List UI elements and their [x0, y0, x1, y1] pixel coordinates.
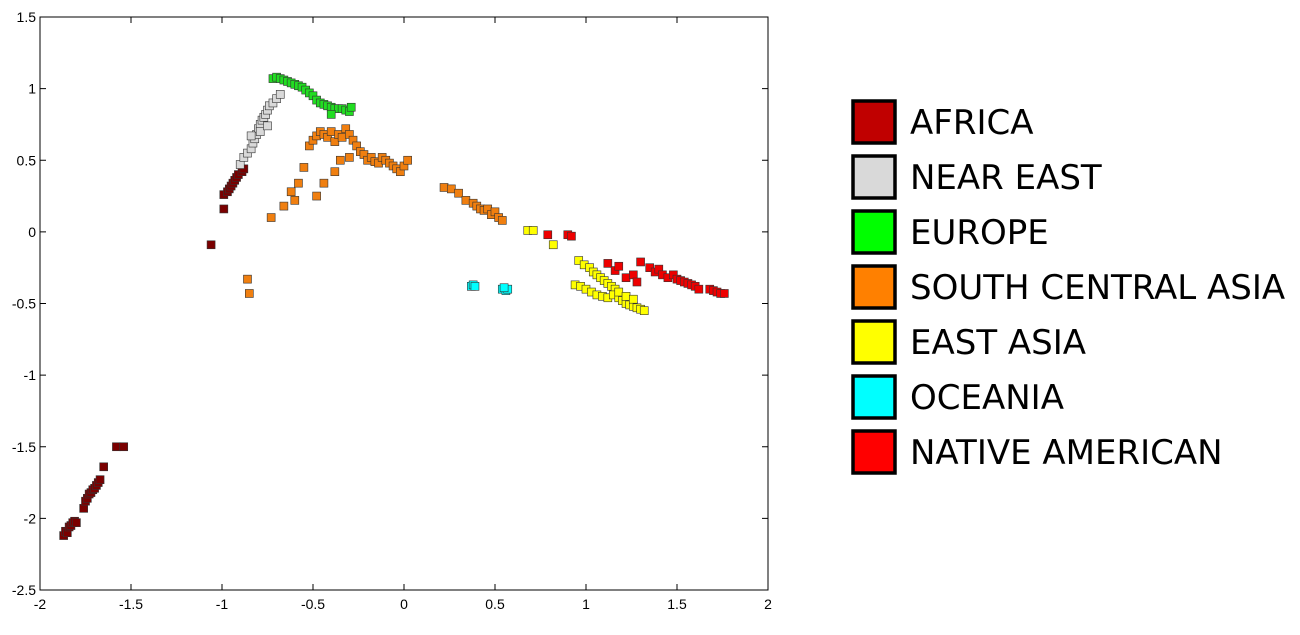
legend-label-east-asia: EAST ASIA — [910, 323, 1086, 363]
point-near-east — [235, 160, 245, 169]
y-tick-label: 0 — [28, 224, 36, 240]
point-native-american — [543, 230, 553, 240]
point-native-american — [614, 261, 624, 271]
point-east-asia — [629, 294, 638, 304]
point-south-central-asia — [337, 133, 347, 142]
point-africa — [79, 504, 88, 513]
y-axis: 1.5 1 0.5 0 -0.5 -1 -1.5 -2 -2.5 — [12, 9, 768, 598]
point-near-east — [246, 131, 256, 141]
point-east-asia — [528, 226, 538, 235]
legend-swatch-south-central-asia — [851, 264, 897, 310]
point-europe — [346, 102, 356, 112]
point-native-american — [694, 284, 704, 294]
point-near-east — [263, 121, 272, 131]
point-africa — [219, 204, 229, 214]
point-south-central-asia — [245, 289, 254, 298]
point-south-central-asia — [286, 187, 296, 197]
point-east-asia — [639, 306, 649, 315]
point-south-central-asia — [335, 155, 345, 165]
legend-swatch-africa — [851, 99, 897, 145]
x-tick-label: 0 — [400, 596, 408, 612]
point-africa — [99, 462, 108, 472]
point-south-central-asia — [266, 213, 276, 222]
x-tick-label: 1 — [582, 596, 590, 612]
y-tick-label: 1.5 — [17, 9, 37, 25]
point-south-central-asia — [294, 178, 303, 188]
plot-border — [39, 16, 769, 591]
point-south-central-asia — [330, 167, 340, 177]
point-africa — [112, 442, 121, 452]
point-south-central-asia — [439, 183, 449, 192]
point-europe — [326, 110, 336, 119]
y-tick-label: 1 — [28, 81, 36, 97]
legend-swatch-near-east — [851, 154, 897, 200]
legend-label-near-east: NEAR EAST — [910, 158, 1102, 198]
legend-swatch-europe — [851, 209, 897, 255]
point-south-central-asia — [326, 127, 336, 136]
point-oceania — [499, 283, 509, 293]
y-tick-label: -0.5 — [12, 296, 36, 312]
point-near-east — [275, 90, 285, 99]
point-oceania — [470, 282, 480, 291]
y-tick-label: -1 — [24, 367, 37, 383]
point-east-asia — [548, 240, 558, 250]
point-native-american — [603, 259, 613, 268]
legend-label-europe: EUROPE — [910, 213, 1049, 253]
x-tick-label: 1.5 — [667, 596, 687, 612]
point-south-central-asia — [461, 196, 471, 205]
point-south-central-asia — [299, 163, 309, 172]
point-africa — [206, 240, 216, 250]
y-tick-label: -2 — [24, 510, 37, 526]
point-south-central-asia — [454, 188, 463, 198]
point-native-american — [629, 270, 638, 280]
point-east-asia — [614, 287, 624, 297]
point-native-american — [720, 289, 729, 298]
legend-swatch-native-american — [851, 429, 897, 475]
point-south-central-asia — [497, 216, 507, 225]
point-south-central-asia — [243, 274, 252, 284]
point-south-central-asia — [403, 155, 412, 165]
data-points — [59, 72, 729, 540]
legend-label-oceania: OCEANIA — [910, 378, 1064, 418]
point-africa — [119, 442, 129, 452]
x-tick-label: -2 — [34, 596, 47, 612]
legend-swatch-oceania — [851, 374, 897, 420]
legend-label-native-american: NATIVE AMERICAN — [910, 433, 1223, 473]
point-native-american — [621, 273, 631, 283]
point-south-central-asia — [447, 184, 456, 194]
legend: AFRICA NEAR EAST EUROPE SOUTH CENTRAL ASIA E… — [851, 99, 1285, 475]
x-tick-label: -1 — [216, 596, 229, 612]
point-africa — [95, 475, 105, 484]
point-south-central-asia — [290, 196, 300, 205]
legend-label-africa: AFRICA — [910, 103, 1033, 143]
x-tick-label: -0.5 — [301, 596, 325, 612]
point-africa — [72, 518, 81, 527]
x-axis: -2 -1.5 -1 -0.5 0 0.5 1 1.5 2 — [34, 17, 772, 612]
x-tick-label: 2 — [764, 596, 772, 612]
point-south-central-asia — [330, 137, 340, 146]
y-tick-label: 0.5 — [17, 152, 37, 168]
y-tick-label: -2.5 — [12, 582, 36, 598]
point-south-central-asia — [319, 178, 329, 188]
point-south-central-asia — [279, 201, 289, 211]
x-tick-label: 0.5 — [485, 596, 505, 612]
point-east-asia — [621, 292, 631, 301]
point-near-east — [255, 127, 265, 136]
point-native-american — [567, 231, 576, 241]
plot-area — [39, 16, 769, 591]
x-tick-label: -1.5 — [119, 596, 143, 612]
point-native-american — [632, 277, 642, 287]
y-tick-label: -1.5 — [12, 439, 36, 455]
point-native-american — [636, 257, 645, 267]
legend-label-south-central-asia: SOUTH CENTRAL ASIA — [910, 268, 1285, 308]
point-south-central-asia — [312, 191, 321, 201]
legend-swatch-east-asia — [851, 319, 897, 365]
point-south-central-asia — [345, 153, 354, 162]
